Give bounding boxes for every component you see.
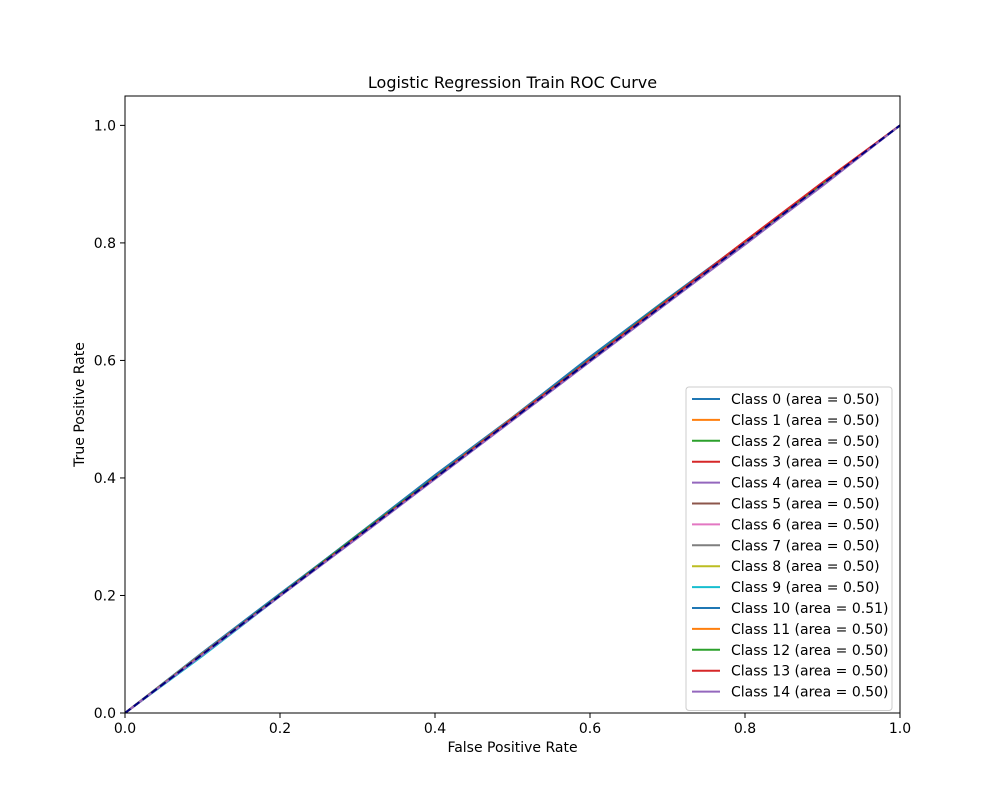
legend-entry-label: Class 12 (area = 0.50) (731, 643, 889, 659)
legend-entry-label: Class 7 (area = 0.50) (731, 538, 880, 554)
axes: 0.0 0.2 0.4 0.6 0.8 1.0 0.0 0.2 0.4 0.6 0.8 1.0 (94, 95, 911, 737)
axes-frame (124, 95, 901, 714)
x-tick-label: 0.0 (114, 721, 136, 737)
x-tick-label: 0.8 (734, 721, 756, 737)
y-tick-label: 0.8 (94, 236, 116, 252)
x-tick-label: 0.4 (424, 721, 446, 737)
diagonal-reference-line (125, 124, 900, 713)
legend-entry-label: Class 9 (area = 0.50) (731, 580, 880, 596)
legend-entry-label: Class 14 (area = 0.50) (731, 685, 889, 701)
x-axis-label: False Positive Rate (447, 740, 577, 756)
legend-entry-label: Class 3 (area = 0.50) (731, 455, 880, 471)
y-tick-label: 0.4 (94, 471, 116, 487)
legend-entry-label: Class 5 (area = 0.50) (731, 497, 880, 513)
x-tick-label: 0.6 (579, 721, 601, 737)
y-tick-label: 1.0 (94, 118, 116, 134)
y-axis-label: True Positive Rate (72, 342, 88, 468)
legend-box (685, 386, 893, 711)
legend-entry-label: Class 13 (area = 0.50) (731, 664, 889, 680)
legend-entry-label: Class 1 (area = 0.50) (731, 413, 880, 429)
legend-entry-label: Class 8 (area = 0.50) (731, 559, 880, 575)
legend-entry-label: Class 10 (area = 0.51) (731, 601, 889, 617)
x-tick-label: 0.2 (269, 721, 291, 737)
y-tick-label: 0.2 (94, 588, 116, 604)
x-tick-label: 1.0 (889, 721, 911, 737)
legend-entry-label: Class 4 (area = 0.50) (731, 476, 880, 492)
plot-area (125, 124, 900, 713)
legend-entry-label: Class 2 (area = 0.50) (731, 434, 880, 450)
legend-entry-label: Class 6 (area = 0.50) (731, 517, 880, 533)
legend: Class 0 (area = 0.50) Class 1 (area = 0.5… (685, 386, 893, 711)
legend-entry-label: Class 11 (area = 0.50) (731, 622, 889, 638)
y-tick-label: 0.6 (94, 353, 116, 369)
chart-title: Logistic Regression Train ROC Curve (368, 73, 657, 92)
legend-entry-label: Class 0 (area = 0.50) (731, 392, 880, 408)
y-tick-label: 0.0 (94, 706, 116, 722)
